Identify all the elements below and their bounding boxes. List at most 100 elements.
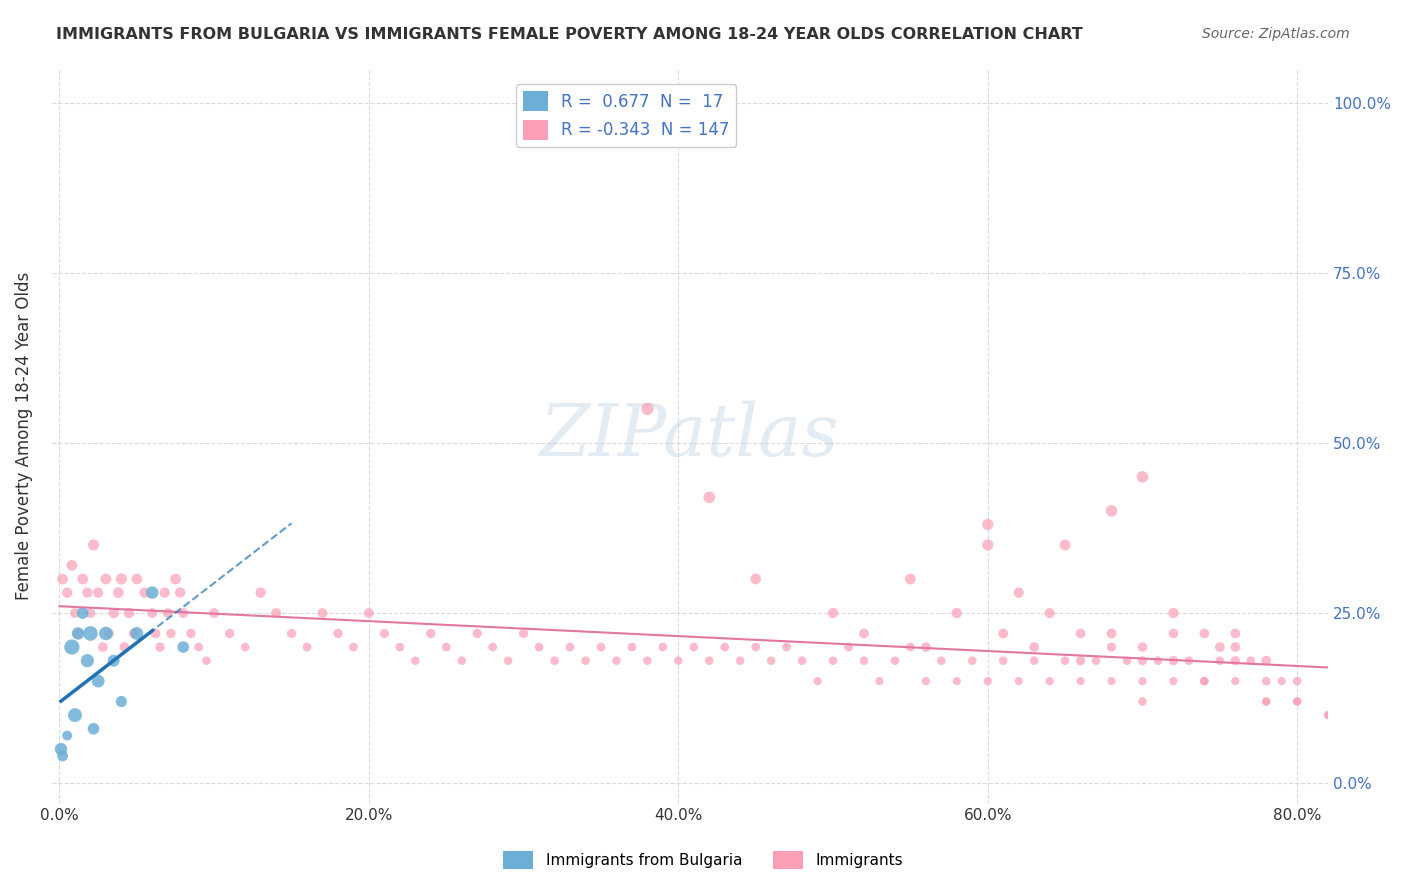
Point <box>114 640 136 654</box>
Point <box>1286 674 1309 689</box>
Point <box>165 572 187 586</box>
Point <box>1132 470 1154 484</box>
Point <box>72 606 94 620</box>
Point <box>1178 654 1201 668</box>
Point <box>1070 674 1092 689</box>
Y-axis label: Female Poverty Among 18-24 Year Olds: Female Poverty Among 18-24 Year Olds <box>15 272 32 600</box>
Point <box>1116 654 1139 668</box>
Point <box>1256 674 1278 689</box>
Point <box>713 640 735 654</box>
Point <box>98 626 121 640</box>
Point <box>589 640 612 654</box>
Point <box>853 626 876 640</box>
Point <box>1286 694 1309 708</box>
Point <box>79 626 101 640</box>
Point <box>636 654 658 668</box>
Point <box>87 674 110 689</box>
Point <box>697 491 720 505</box>
Point <box>993 626 1015 640</box>
Point <box>1379 708 1402 723</box>
Point <box>187 640 209 654</box>
Point <box>838 640 860 654</box>
Point <box>946 606 969 620</box>
Point <box>946 674 969 689</box>
Point <box>1256 694 1278 708</box>
Point <box>682 640 704 654</box>
Point <box>145 626 167 640</box>
Point <box>1101 674 1123 689</box>
Point <box>63 708 86 723</box>
Point <box>83 722 105 736</box>
Point <box>759 654 782 668</box>
Point <box>1225 626 1247 640</box>
Point <box>1194 674 1216 689</box>
Point <box>107 585 129 599</box>
Point <box>110 694 132 708</box>
Point <box>67 626 90 640</box>
Point <box>1085 654 1108 668</box>
Point <box>156 606 179 620</box>
Point <box>1225 640 1247 654</box>
Point <box>1163 674 1185 689</box>
Point <box>233 640 256 654</box>
Point <box>218 626 240 640</box>
Text: ZIPatlas: ZIPatlas <box>540 401 839 471</box>
Point <box>962 654 984 668</box>
Point <box>280 626 302 640</box>
Point <box>666 654 689 668</box>
Point <box>103 654 125 668</box>
Point <box>728 654 751 668</box>
Point <box>373 626 395 640</box>
Point <box>419 626 441 640</box>
Point <box>1271 674 1294 689</box>
Point <box>1147 654 1170 668</box>
Point <box>790 654 813 668</box>
Point <box>806 674 828 689</box>
Point <box>1101 626 1123 640</box>
Point <box>52 572 75 586</box>
Point <box>141 606 163 620</box>
Point <box>264 606 287 620</box>
Point <box>605 654 627 668</box>
Point <box>821 654 844 668</box>
Legend: Immigrants from Bulgaria, Immigrants: Immigrants from Bulgaria, Immigrants <box>496 845 910 875</box>
Point <box>125 572 148 586</box>
Point <box>744 640 766 654</box>
Legend: R =  0.677  N =  17, R = -0.343  N = 147: R = 0.677 N = 17, R = -0.343 N = 147 <box>516 84 737 146</box>
Point <box>1039 674 1062 689</box>
Point <box>1070 654 1092 668</box>
Point <box>1024 654 1046 668</box>
Point <box>91 640 114 654</box>
Point <box>1256 654 1278 668</box>
Text: Source: ZipAtlas.com: Source: ZipAtlas.com <box>1202 27 1350 41</box>
Point <box>125 626 148 640</box>
Point <box>1054 538 1077 552</box>
Point <box>977 674 1000 689</box>
Point <box>869 674 891 689</box>
Point <box>388 640 411 654</box>
Point <box>1317 708 1340 723</box>
Point <box>60 640 83 654</box>
Point <box>83 538 105 552</box>
Point <box>52 749 75 764</box>
Point <box>900 572 922 586</box>
Point <box>574 654 596 668</box>
Point <box>76 585 98 599</box>
Point <box>87 585 110 599</box>
Point <box>1132 654 1154 668</box>
Point <box>76 654 98 668</box>
Point <box>1132 640 1154 654</box>
Point <box>94 572 117 586</box>
Point <box>900 640 922 654</box>
Point <box>1163 606 1185 620</box>
Point <box>821 606 844 620</box>
Point <box>1101 504 1123 518</box>
Point <box>56 729 79 743</box>
Point <box>172 640 194 654</box>
Point <box>434 640 457 654</box>
Point <box>1225 674 1247 689</box>
Point <box>1194 626 1216 640</box>
Point <box>122 626 145 640</box>
Point <box>1286 694 1309 708</box>
Point <box>160 626 183 640</box>
